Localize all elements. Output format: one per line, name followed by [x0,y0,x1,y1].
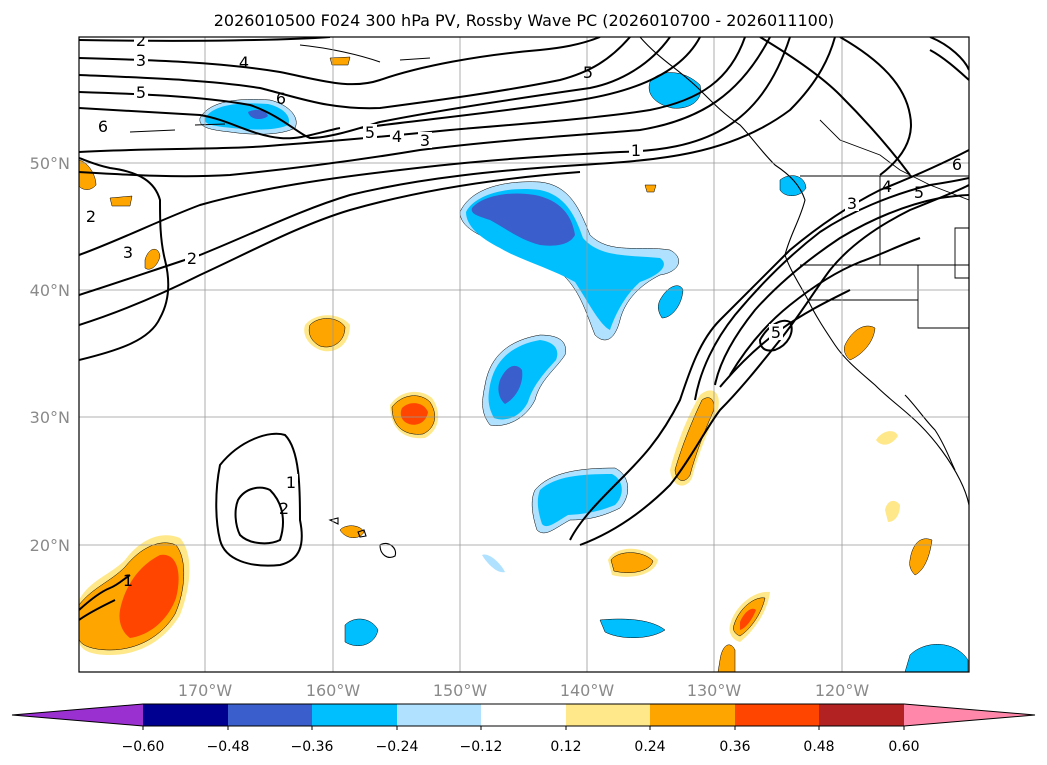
lon-label-130w: 130°W [687,681,742,700]
contour-label: 2 [279,499,289,518]
contour-label: 1 [123,571,133,590]
colorbar-tick-label: −0.48 [207,739,250,755]
colorbar-segment [143,704,228,726]
lat-label-20n: 20°N [30,536,70,555]
contour-label: 3 [420,131,430,150]
longitude-labels: 170°W 160°W 150°W 140°W 130°W 120°W [178,681,870,700]
colorbar-segment [481,704,566,726]
lon-label-170w: 170°W [178,681,233,700]
map-area: 2 3 4 5 6 5 5 4 3 1 2 3 2 1 2 5 [79,31,969,672]
lon-label-120w: 120°W [815,681,870,700]
contour-label: 1 [631,141,641,160]
colorbar [11,703,1036,727]
contour-label: 6 [98,117,108,136]
contour-label: 3 [847,194,857,213]
contour-label: 4 [882,177,892,196]
colorbar-segment [397,704,481,726]
contour-label: 4 [239,53,249,72]
contour-label: 5 [771,323,781,342]
pv-negative-large-core [471,193,575,246]
map-title: 2026010500 F024 300 hPa PV, Rossby Wave … [214,11,835,30]
lon-label-150w: 150°W [433,681,488,700]
colorbar-segment [312,704,397,726]
colorbar-tick-label: 0.48 [803,739,834,755]
colorbar-max-extend [904,704,1035,726]
contour-label: 6 [276,89,286,108]
contour-label: 2 [86,207,96,226]
map-frame [78,36,970,673]
contour-label: 4 [392,127,402,146]
contour-label: 5 [583,63,593,82]
colorbar-tick-label: −0.36 [291,739,334,755]
lat-label-30n: 30°N [30,408,70,427]
lat-label-50n: 50°N [30,154,70,173]
latitude-labels: 50°N 40°N 30°N 20°N [30,154,70,555]
colorbar-tick-label: −0.24 [376,739,419,755]
colorbar-tick-label: 0.36 [719,739,750,755]
contour-label: 5 [365,123,375,142]
colorbar-tick-label: 0.24 [634,739,665,755]
contour-label: 5 [136,83,146,102]
coastlines [129,37,969,558]
lat-label-40n: 40°N [30,281,70,300]
colorbar-tick-label: −0.12 [460,739,503,755]
colorbar-tick-label: 0.12 [550,739,581,755]
colorbar-segment [650,704,735,726]
colorbar-segment [735,704,819,726]
contour-label: 3 [123,243,133,262]
contour-label: 1 [286,473,296,492]
contour-label: 5 [914,183,924,202]
colorbar-tick-label: 0.60 [888,739,919,755]
colorbar-ticks: −0.60 −0.48 −0.36 −0.24 −0.12 0.12 0.24 … [122,726,920,755]
colorbar-tick-label: −0.60 [122,739,165,755]
graticule [79,37,969,672]
contour-label: 6 [952,155,962,174]
contours [79,37,969,621]
contour-labels: 2 3 4 5 6 5 5 4 3 1 2 3 2 1 2 5 [86,31,962,590]
contour-label: 2 [136,31,146,50]
pv-shading [79,56,969,672]
contour-label: 2 [187,249,197,268]
colorbar-min-extend [12,704,143,726]
colorbar-segment [228,704,312,726]
contour-label: 3 [136,51,146,70]
lon-label-160w: 160°W [306,681,361,700]
colorbar-segment [566,704,650,726]
lon-label-140w: 140°W [560,681,615,700]
colorbar-segment [819,704,904,726]
